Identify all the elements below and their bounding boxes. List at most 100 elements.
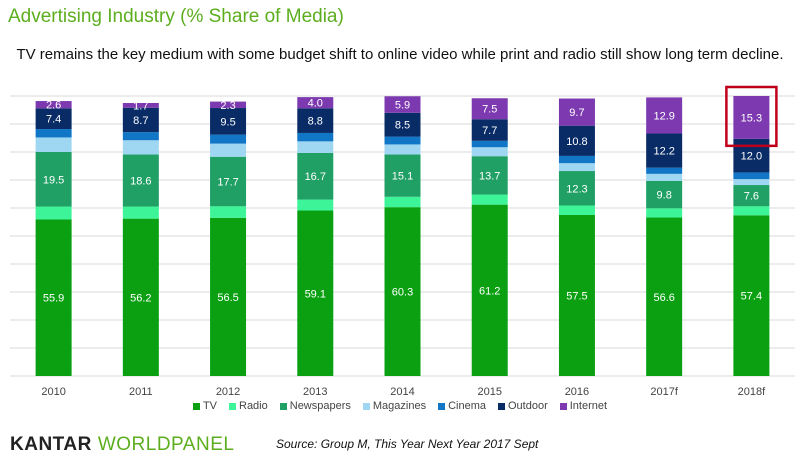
bar-outdoor-2011	[122, 107, 159, 133]
bar-magazines-2010	[35, 137, 72, 152]
bar-radio-2012	[210, 206, 247, 218]
data-label-outdoor-2013: 8.8	[308, 116, 323, 128]
data-label-outdoor-2011: 8.7	[133, 115, 148, 127]
bar-radio-2011	[122, 206, 159, 219]
data-label-tv-2017f: 56.6	[653, 292, 674, 304]
data-label-newspapers-2016: 12.3	[566, 183, 587, 195]
bar-internet-2017f	[646, 97, 683, 134]
bar-radio-2018f	[733, 206, 770, 216]
bar-outdoor-2015	[471, 119, 508, 141]
legend-label: TV	[202, 400, 217, 412]
bar-internet-2016	[558, 98, 595, 126]
source-note: Source: Group M, This Year Next Year 201…	[276, 437, 539, 451]
chart-subtitle: TV remains the key medium with some budg…	[16, 46, 784, 63]
data-label-internet-2013: 4.0	[308, 98, 323, 110]
bar-cinema-2010	[35, 129, 72, 138]
bar-cinema-2014	[384, 136, 421, 145]
legend-label: Newspapers	[289, 400, 351, 412]
bar-cinema-2015	[471, 140, 508, 148]
data-label-tv-2010: 55.9	[43, 293, 64, 305]
x-tick-label: 2010	[41, 386, 65, 398]
legend-item-outdoor: Outdoor	[498, 400, 548, 412]
bar-newspapers-2016	[558, 171, 595, 206]
legend-swatch	[362, 402, 370, 410]
bar-outdoor-2012	[210, 108, 247, 135]
legend-swatch	[192, 402, 200, 410]
bar-magazines-2016	[558, 163, 595, 172]
bar-internet-2014	[384, 96, 421, 113]
bar-magazines-2014	[384, 144, 421, 155]
bar-outdoor-2018f	[733, 138, 770, 173]
legend-swatch	[279, 402, 287, 410]
kantar-worldpanel-logo: KANTAR WORLDPANEL	[10, 434, 234, 456]
bar-radio-2017f	[646, 208, 683, 218]
bar-radio-2013	[297, 199, 334, 211]
brand-part1: KANTAR	[10, 434, 92, 455]
bar-cinema-2013	[297, 132, 334, 142]
legend-item-cinema: Cinema	[438, 400, 486, 412]
bar-newspapers-2015	[471, 156, 508, 195]
bar-cinema-2012	[210, 134, 247, 144]
legend-item-tv: TV	[192, 400, 217, 412]
bar-outdoor-2010	[35, 108, 72, 130]
bar-radio-2014	[384, 196, 421, 208]
bar-cinema-2017f	[646, 167, 683, 174]
x-tick-label: 2014	[390, 386, 414, 398]
bar-internet-2018f	[733, 96, 770, 139]
data-label-newspapers-2010: 19.5	[43, 174, 64, 186]
legend-label: Outdoor	[508, 400, 548, 412]
legend-item-radio: Radio	[229, 400, 268, 412]
data-label-outdoor-2015: 7.7	[482, 125, 497, 137]
x-tick-label: 2017f	[650, 386, 678, 398]
chart-title: Advertising Industry (% Share of Media)	[8, 6, 344, 27]
bar-outdoor-2013	[297, 108, 334, 133]
data-label-internet-2010: 2.6	[46, 100, 61, 112]
brand-part2: WORLDPANEL	[97, 434, 235, 455]
x-tick-label: 2012	[216, 386, 240, 398]
bar-cinema-2016	[558, 155, 595, 164]
data-label-internet-2018f: 15.3	[741, 112, 762, 124]
bar-newspapers-2011	[122, 154, 159, 207]
data-label-outdoor-2014: 8.5	[395, 120, 410, 132]
legend-item-magazines: Magazines	[362, 400, 426, 412]
bar-outdoor-2017f	[646, 133, 683, 168]
data-label-tv-2016: 57.5	[566, 291, 587, 303]
x-tick-label: 2015	[477, 386, 501, 398]
bar-internet-2011	[122, 103, 159, 108]
bar-tv-2012	[210, 217, 247, 376]
bar-newspapers-2012	[210, 156, 247, 207]
data-label-tv-2018f: 57.4	[741, 291, 762, 303]
data-label-tv-2013: 59.1	[305, 288, 326, 300]
data-label-tv-2011: 56.2	[130, 292, 151, 304]
bar-magazines-2012	[210, 143, 247, 157]
bar-radio-2010	[35, 206, 72, 220]
legend-swatch	[559, 402, 567, 410]
bar-outdoor-2016	[558, 125, 595, 156]
bar-tv-2018f	[733, 215, 770, 376]
legend-swatch	[229, 402, 236, 410]
legend-swatch	[498, 402, 505, 410]
data-label-internet-2014: 5.9	[395, 100, 410, 112]
data-label-internet-2011: 1.7	[133, 100, 148, 112]
data-label-newspapers-2018f: 7.6	[744, 191, 759, 203]
highlight-box	[725, 85, 778, 148]
data-label-internet-2015: 7.5	[482, 104, 497, 116]
bar-tv-2014	[384, 207, 421, 376]
data-label-newspapers-2015: 13.7	[479, 170, 500, 182]
bar-magazines-2013	[297, 141, 334, 153]
data-label-internet-2016: 9.7	[569, 107, 584, 119]
bar-magazines-2011	[122, 140, 159, 155]
bar-tv-2013	[297, 210, 334, 376]
data-label-outdoor-2010: 7.4	[46, 114, 61, 126]
bar-magazines-2018f	[733, 179, 770, 186]
bar-tv-2010	[35, 219, 72, 376]
data-label-tv-2012: 56.5	[217, 292, 238, 304]
legend-label: Radio	[239, 400, 268, 412]
bar-newspapers-2018f	[733, 185, 770, 207]
legend-label: Internet	[569, 400, 608, 412]
x-tick-label: 2013	[303, 386, 327, 398]
data-label-newspapers-2017f: 9.8	[657, 190, 672, 202]
data-label-outdoor-2016: 10.8	[566, 136, 587, 148]
bar-newspapers-2017f	[646, 180, 683, 209]
